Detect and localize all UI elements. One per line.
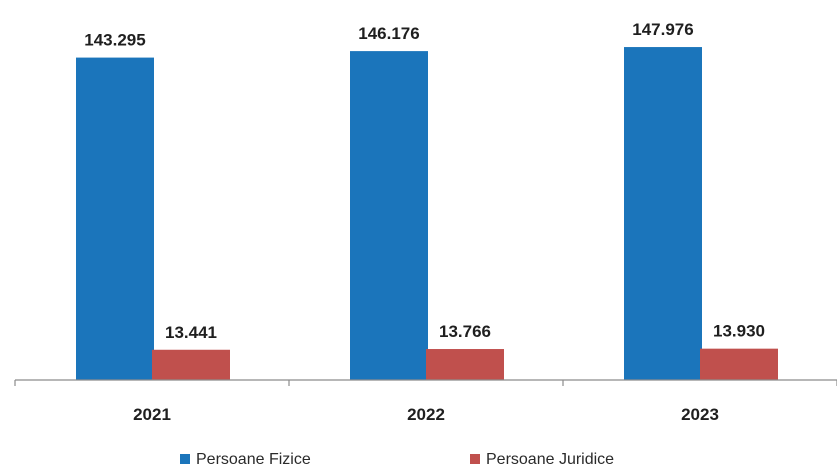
data-label-persoane-juridice-2023: 13.930 — [713, 322, 765, 341]
bar-persoane-fizice-2022 — [350, 51, 428, 380]
bar-persoane-juridice-2022 — [426, 349, 504, 380]
bar-persoane-juridice-2023 — [700, 348, 778, 380]
bar-persoane-juridice-2021 — [152, 349, 230, 380]
labels-layer: 143.295 13.441 2021 146.176 13.766 2022 147.97… — [84, 20, 765, 424]
x-tick-label-2021: 2021 — [133, 405, 171, 424]
bar-persoane-fizice-2021 — [76, 57, 154, 381]
data-label-persoane-juridice-2021: 13.441 — [165, 323, 217, 342]
legend-label-persoane-juridice: Persoane Juridice — [486, 451, 614, 468]
data-label-persoane-juridice-2022: 13.766 — [439, 322, 491, 341]
legend-swatch-persoane-fizice — [180, 454, 190, 464]
data-label-persoane-fizice-2023: 147.976 — [632, 20, 693, 39]
x-axis-ticks — [14, 380, 837, 386]
bars-layer — [76, 47, 778, 381]
legend: Persoane Fizice Persoane Juridice — [180, 451, 614, 468]
data-label-persoane-fizice-2021: 143.295 — [84, 31, 145, 50]
bar-persoane-fizice-2023 — [624, 47, 702, 380]
legend-swatch-persoane-juridice — [470, 454, 480, 464]
data-label-persoane-fizice-2022: 146.176 — [358, 24, 419, 43]
x-tick-label-2023: 2023 — [681, 405, 719, 424]
legend-label-persoane-fizice: Persoane Fizice — [196, 451, 311, 468]
x-tick-label-2022: 2022 — [407, 405, 445, 424]
